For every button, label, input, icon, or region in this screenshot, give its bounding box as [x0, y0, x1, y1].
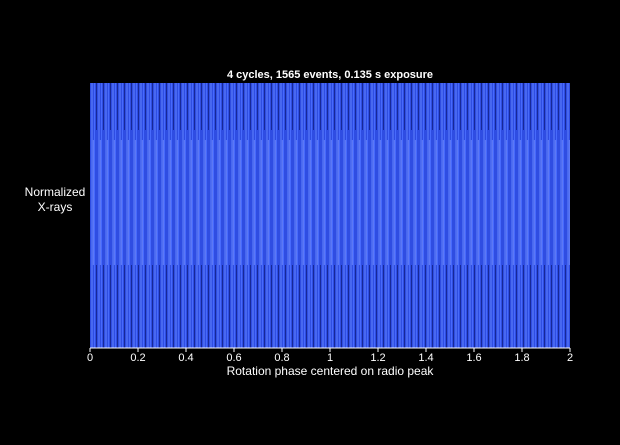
chart-title: 4 cycles, 1565 events, 0.135 s exposure — [227, 69, 433, 81]
x-tick-label: 0.4 — [178, 352, 193, 364]
x-tick-label: 0.2 — [130, 352, 145, 364]
x-axis-label: Rotation phase centered on radio peak — [227, 364, 435, 378]
x-tick-label: 0.8 — [274, 352, 289, 364]
x-tick-label: 1.8 — [514, 352, 529, 364]
x-tick-label: 1.4 — [418, 352, 433, 364]
x-tick-label: 1.2 — [370, 352, 385, 364]
y-axis-label: Normalized — [25, 185, 86, 199]
y-axis-label: X-rays — [38, 200, 73, 214]
x-tick-label: 0.6 — [226, 352, 241, 364]
x-tick-label: 1 — [327, 352, 333, 364]
x-tick-label: 0 — [87, 352, 93, 364]
event-lines — [90, 83, 570, 348]
x-tick-label: 1.6 — [466, 352, 481, 364]
x-tick-label: 2 — [567, 352, 573, 364]
